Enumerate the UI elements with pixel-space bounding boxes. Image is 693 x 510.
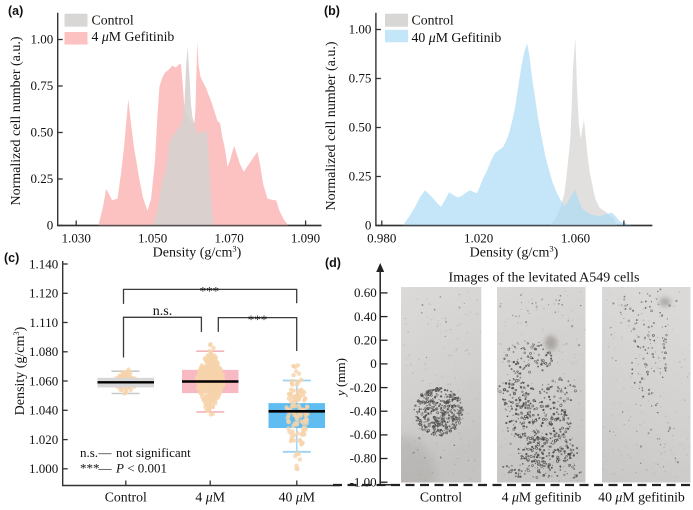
svg-text:1.00: 1.00	[349, 22, 372, 37]
svg-text:Control: Control	[412, 13, 454, 28]
svg-text:0.75: 0.75	[30, 78, 53, 93]
svg-text:***: ***	[248, 312, 268, 327]
svg-text:(c): (c)	[4, 251, 19, 265]
svg-text:(b): (b)	[324, 4, 340, 18]
svg-text:-1.00: -1.00	[350, 474, 377, 489]
svg-text:1.050: 1.050	[138, 231, 167, 246]
svg-text:Density (g/cm3): Density (g/cm3)	[11, 326, 28, 415]
svg-text:1.110: 1.110	[29, 315, 58, 330]
svg-text:1.020: 1.020	[464, 231, 493, 246]
svg-text:1.080: 1.080	[29, 344, 58, 359]
svg-text:0.980: 0.980	[367, 231, 396, 246]
svg-text:-0.80: -0.80	[350, 451, 377, 466]
svg-text:(a): (a)	[8, 4, 23, 18]
svg-text:0.25: 0.25	[30, 171, 53, 186]
svg-text:0: 0	[47, 218, 54, 233]
svg-text:4 μM gefitinib: 4 μM gefitinib	[502, 490, 582, 505]
svg-text:0.25: 0.25	[349, 169, 372, 184]
svg-text:40 μM gefitinib: 40 μM gefitinib	[598, 490, 685, 505]
svg-text:Normalized cell number (a.u.): Normalized cell number (a.u.)	[324, 41, 339, 210]
svg-text:Control: Control	[105, 490, 147, 505]
svg-text:1.090: 1.090	[291, 231, 320, 246]
svg-text:0.20: 0.20	[354, 332, 377, 347]
svg-text:1.120: 1.120	[29, 286, 58, 301]
svg-text:1.000: 1.000	[29, 461, 58, 476]
svg-text:***: ***	[80, 461, 100, 476]
svg-text:40 μM Gefitinib: 40 μM Gefitinib	[412, 30, 502, 45]
svg-text:40 μM: 40 μM	[279, 490, 315, 505]
svg-text:Control: Control	[92, 12, 134, 27]
svg-text:Control: Control	[420, 490, 462, 505]
svg-text:0: 0	[370, 356, 377, 371]
svg-text:0.40: 0.40	[354, 309, 377, 324]
svg-text:1.040: 1.040	[29, 403, 58, 418]
svg-text:n.s.: n.s.	[153, 304, 172, 319]
svg-text:—: —	[98, 461, 113, 476]
svg-text:y (mm): y (mm)	[333, 358, 348, 398]
svg-text:Images of the levitated A549 c: Images of the levitated A549 cells	[449, 271, 640, 286]
svg-text:0.50: 0.50	[30, 125, 53, 140]
svg-text:(d): (d)	[325, 256, 341, 270]
svg-text:0: 0	[365, 218, 372, 233]
svg-text:0.50: 0.50	[349, 120, 372, 135]
svg-text:Normalized cell number (a.u.): Normalized cell number (a.u.)	[9, 36, 24, 205]
svg-text:0.75: 0.75	[349, 71, 372, 86]
svg-text:1.060: 1.060	[561, 231, 590, 246]
svg-text:1.030: 1.030	[62, 231, 91, 246]
svg-text:1.070: 1.070	[214, 231, 243, 246]
svg-text:4 μM Gefitinib: 4 μM Gefitinib	[92, 29, 175, 44]
svg-text:P < 0.001: P < 0.001	[115, 461, 167, 476]
svg-text:4 μM: 4 μM	[195, 490, 225, 505]
svg-text:-0.60: -0.60	[350, 427, 377, 442]
svg-text:Density (g/cm3): Density (g/cm3)	[470, 244, 559, 261]
svg-text:—: —	[98, 445, 113, 460]
svg-text:-0.40: -0.40	[350, 403, 377, 418]
svg-text:1.020: 1.020	[29, 432, 58, 447]
svg-text:1.00: 1.00	[30, 32, 53, 47]
svg-text:Density (g/cm3): Density (g/cm3)	[153, 244, 242, 261]
svg-text:***: ***	[200, 284, 220, 299]
svg-text:-0.20: -0.20	[350, 380, 377, 395]
svg-text:0.60: 0.60	[354, 285, 377, 300]
svg-text:not significant: not significant	[116, 445, 191, 460]
svg-text:1.140: 1.140	[29, 256, 58, 271]
svg-text:1.060: 1.060	[29, 373, 58, 388]
svg-text:n.s.: n.s.	[80, 445, 98, 460]
